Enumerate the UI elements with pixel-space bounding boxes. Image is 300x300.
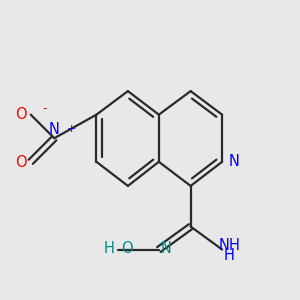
Text: O: O — [16, 155, 27, 170]
Text: N: N — [49, 122, 60, 137]
Text: H: H — [224, 248, 234, 263]
Text: N: N — [160, 242, 171, 256]
Text: H: H — [104, 241, 115, 256]
Text: H: H — [229, 238, 239, 253]
Text: N: N — [218, 238, 229, 253]
Text: +: + — [67, 124, 76, 134]
Text: O: O — [121, 242, 133, 256]
Text: N: N — [229, 154, 239, 169]
Text: O: O — [16, 106, 27, 122]
Text: -: - — [43, 102, 47, 115]
